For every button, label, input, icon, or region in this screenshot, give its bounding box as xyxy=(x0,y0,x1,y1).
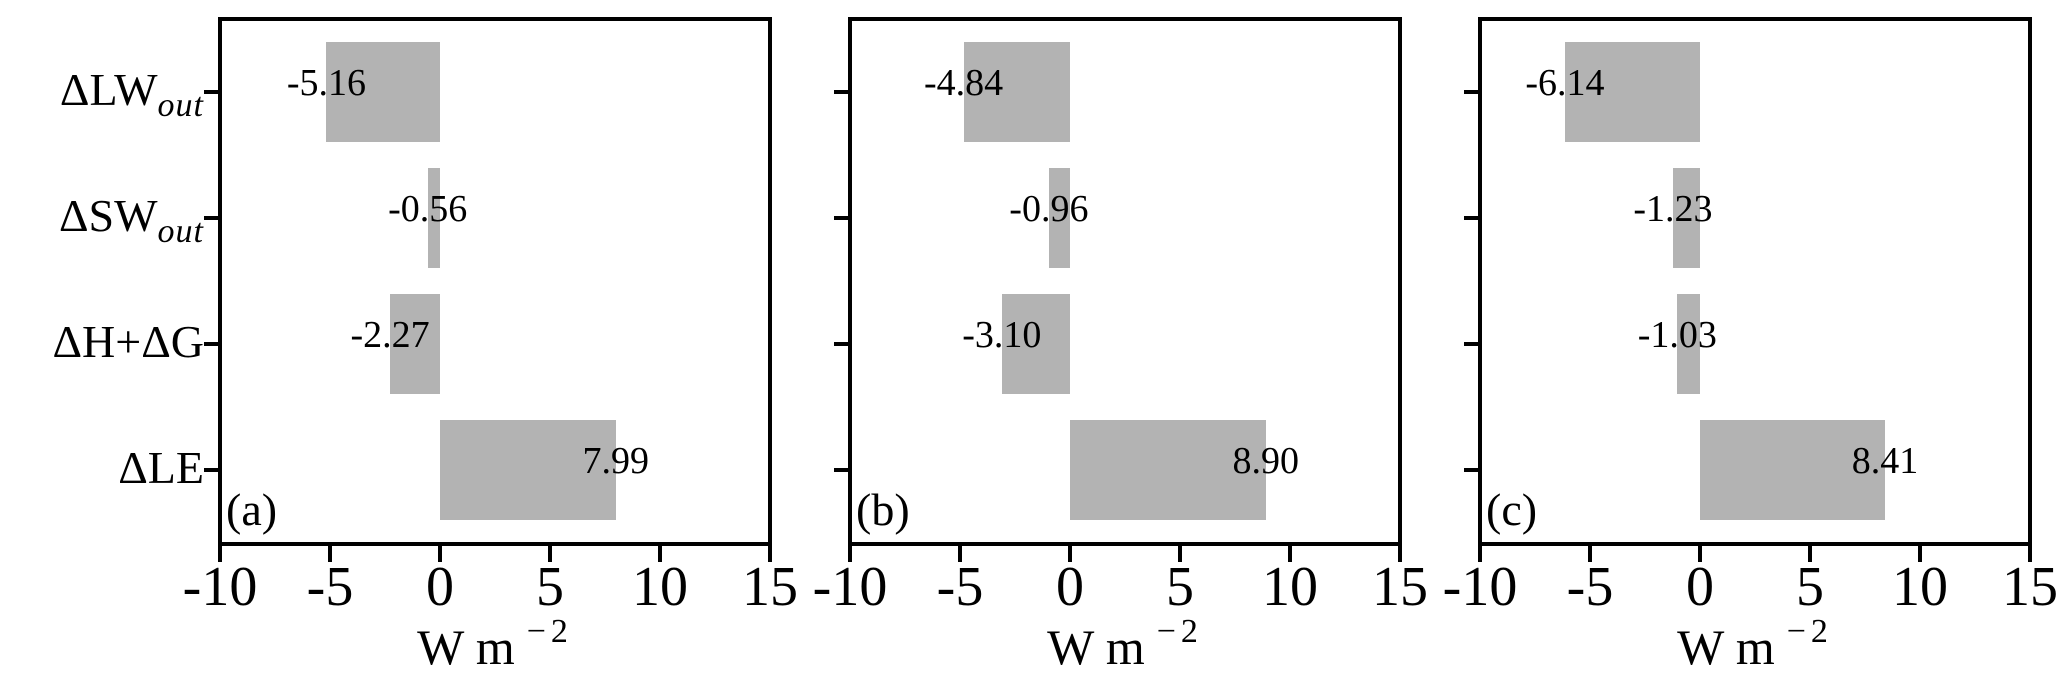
bar-ΔLE xyxy=(440,420,616,520)
x-axis-label-superscript: −2 xyxy=(526,613,573,650)
bar-ΔLW_out xyxy=(1564,42,1700,142)
x-tick-label: 10 xyxy=(1892,556,1948,618)
category-label-main: ΔLW xyxy=(59,64,158,115)
category-label: ΔH+ΔG xyxy=(0,314,204,370)
x-axis-tick xyxy=(1068,546,1072,562)
x-axis-label-base: W m xyxy=(1677,619,1775,675)
x-axis-tick xyxy=(548,546,552,562)
x-tick-label: 10 xyxy=(632,556,688,618)
x-axis-tick xyxy=(1808,546,1812,562)
bar-ΔH+ΔG xyxy=(390,294,440,394)
bar-ΔLE xyxy=(1700,420,1886,520)
x-axis-tick xyxy=(2028,546,2032,562)
bar-value-label: 8.90 xyxy=(1232,440,1300,482)
x-axis-tick xyxy=(1478,546,1482,562)
x-axis-tick xyxy=(218,546,222,562)
x-tick-label: -10 xyxy=(812,556,888,618)
x-tick-label: 5 xyxy=(536,556,564,618)
x-axis-tick xyxy=(958,546,962,562)
x-axis-tick xyxy=(768,546,772,562)
x-tick-label: 0 xyxy=(1686,556,1714,618)
x-tick-label: 0 xyxy=(1056,556,1084,618)
y-axis-tick xyxy=(204,90,218,94)
x-tick-label: 15 xyxy=(2002,556,2058,618)
category-label-subscript: out xyxy=(157,87,204,124)
x-tick-label: 10 xyxy=(1262,556,1318,618)
panel-letter: (b) xyxy=(856,484,910,535)
bar-value-label: -1.03 xyxy=(1637,314,1717,356)
category-label: ΔLWout xyxy=(0,62,204,124)
x-tick-label: 0 xyxy=(426,556,454,618)
x-axis-label: W m −2 xyxy=(275,613,715,683)
x-tick-label: 5 xyxy=(1166,556,1194,618)
y-axis-tick xyxy=(204,468,218,472)
x-axis-label-superscript: −2 xyxy=(1156,613,1203,650)
x-tick-label: -10 xyxy=(1442,556,1518,618)
bar-value-label: -1.23 xyxy=(1633,188,1713,230)
bar-ΔH+ΔG xyxy=(1001,294,1070,394)
bar-ΔLW_out xyxy=(963,42,1070,142)
y-axis-tick xyxy=(834,468,848,472)
bar-ΔLW_out xyxy=(326,42,440,142)
bar-ΔSW_out xyxy=(1672,168,1700,268)
x-axis-tick xyxy=(438,546,442,562)
bar-value-label: -3.10 xyxy=(962,314,1042,356)
bar-ΔSW_out xyxy=(427,168,440,268)
category-label: ΔSWout xyxy=(0,188,204,250)
bar-value-label: -5.16 xyxy=(286,62,367,104)
bar-value-label: 8.41 xyxy=(1851,440,1919,482)
x-axis-tick xyxy=(1588,546,1592,562)
x-axis-label: W m −2 xyxy=(1535,613,1975,683)
bar-value-label: -0.56 xyxy=(388,188,468,230)
x-axis-tick xyxy=(1698,546,1702,562)
x-tick-label: 15 xyxy=(742,556,798,618)
bar-value-label: -0.96 xyxy=(1009,188,1089,230)
x-tick-label: -10 xyxy=(182,556,258,618)
x-axis-label-superscript: −2 xyxy=(1786,613,1833,650)
bar-value-label: 7.99 xyxy=(582,440,650,482)
bar-value-label: -4.84 xyxy=(923,62,1004,104)
bar-value-label: -6.14 xyxy=(1525,62,1605,104)
y-axis-tick xyxy=(204,342,218,346)
y-axis-tick xyxy=(204,216,218,220)
x-axis-tick xyxy=(1918,546,1922,562)
x-axis-tick xyxy=(1288,546,1292,562)
x-tick-label: 15 xyxy=(1372,556,1428,618)
bar-ΔSW_out xyxy=(1048,168,1070,268)
category-label: ΔLE xyxy=(0,440,204,496)
category-label-subscript: out xyxy=(157,213,204,250)
y-axis-tick xyxy=(1464,342,1478,346)
y-axis-tick xyxy=(834,216,848,220)
bar-ΔH+ΔG xyxy=(1677,294,1700,394)
x-axis-tick xyxy=(328,546,332,562)
x-axis-tick xyxy=(848,546,852,562)
panel-letter: (a) xyxy=(226,484,278,535)
panel-letter: (c) xyxy=(1486,484,1538,535)
x-axis-label: W m −2 xyxy=(905,613,1345,683)
x-axis-label-base: W m xyxy=(417,619,515,675)
category-label-main: ΔH+ΔG xyxy=(52,316,204,367)
x-axis-tick xyxy=(658,546,662,562)
bar-value-label: -2.27 xyxy=(350,314,430,356)
y-axis-tick xyxy=(834,342,848,346)
y-axis-tick xyxy=(1464,468,1478,472)
x-axis-tick xyxy=(1398,546,1402,562)
x-tick-label: -5 xyxy=(936,556,984,618)
y-axis-tick xyxy=(1464,90,1478,94)
x-axis-tick xyxy=(1178,546,1182,562)
category-label-main: ΔSW xyxy=(58,190,158,241)
x-tick-label: 5 xyxy=(1796,556,1824,618)
x-tick-label: -5 xyxy=(306,556,354,618)
x-tick-label: -5 xyxy=(1566,556,1614,618)
bar-ΔLE xyxy=(1070,420,1266,520)
category-label-main: ΔLE xyxy=(118,442,204,493)
x-axis-label-base: W m xyxy=(1047,619,1145,675)
y-axis-tick xyxy=(1464,216,1478,220)
y-axis-tick xyxy=(834,90,848,94)
